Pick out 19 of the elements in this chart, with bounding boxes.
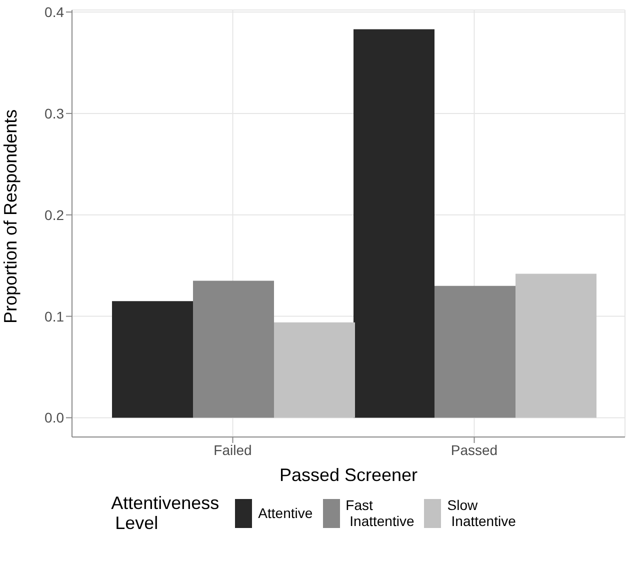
legend-title: Attentiveness Level [111,493,220,534]
x-axis-title: Passed Screener [279,465,418,485]
x-tick-label: Passed [450,442,498,458]
bar [193,280,274,418]
bar [434,286,516,418]
bar [112,301,193,418]
x-tick-label: Failed [214,442,252,458]
y-tick-label: 0.3 [44,105,64,122]
bar [516,274,596,418]
legend-label: Slow Inattentive [447,497,516,530]
legend-label: Attentive [258,505,313,522]
bar [354,29,434,418]
y-tick-label: 0.1 [44,308,64,324]
y-axis-title: Proportion of Respondents [0,109,20,324]
bar [274,322,355,418]
legend-label: Fast Inattentive [346,497,414,530]
y-tick-label: 0.2 [44,206,64,223]
y-tick-label: 0.0 [44,410,64,426]
y-tick-label: 0.4 [44,4,64,20]
